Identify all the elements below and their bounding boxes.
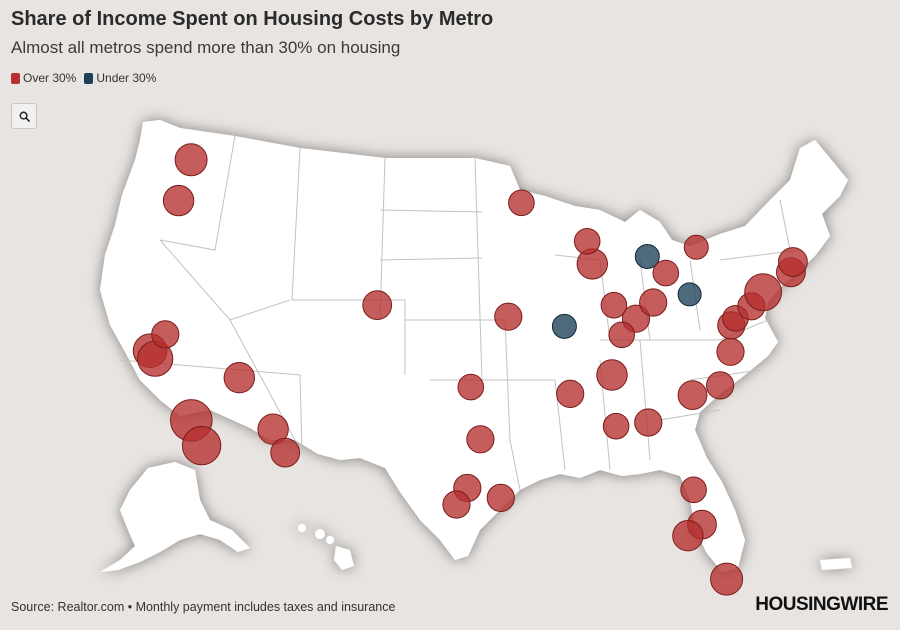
housingwire-logo[interactable]: HOUSINGWIRE — [755, 594, 888, 615]
metro-bubble-over[interactable] — [486, 483, 515, 512]
metro-bubble-over[interactable] — [677, 380, 708, 411]
legend-label-over: Over 30% — [23, 71, 77, 85]
metro-bubble-over[interactable] — [639, 288, 668, 317]
zoom-button[interactable] — [11, 103, 37, 129]
metro-bubble-over[interactable] — [634, 408, 663, 437]
metro-bubble-over[interactable] — [151, 320, 180, 349]
metro-bubble-over[interactable] — [683, 234, 709, 260]
metro-bubble-over[interactable] — [680, 476, 707, 504]
metro-bubble-over[interactable] — [556, 379, 585, 408]
alaska-shape — [100, 462, 250, 572]
legend-label-under: Under 30% — [96, 71, 157, 85]
metro-bubble-under[interactable] — [677, 282, 702, 307]
legend-swatch-over — [11, 72, 20, 84]
metro-bubble-over[interactable] — [362, 290, 393, 321]
metro-bubble-over[interactable] — [466, 425, 495, 454]
legend-item-under[interactable]: Under 30% — [84, 71, 156, 85]
metro-bubble-over[interactable] — [602, 412, 630, 440]
metro-bubble-over[interactable] — [672, 520, 704, 552]
metro-bubble-over[interactable] — [600, 291, 628, 319]
legend: Over 30% Under 30% — [11, 71, 156, 85]
metro-bubble-over[interactable] — [608, 321, 636, 349]
metro-bubble-over[interactable] — [778, 247, 808, 277]
source-note: Source: Realtor.com • Monthly payment in… — [11, 600, 396, 614]
search-icon — [19, 111, 30, 122]
page-subtitle: Almost all metros spend more than 30% on… — [11, 38, 401, 57]
metro-bubble-over[interactable] — [710, 562, 744, 596]
metro-bubble-over[interactable] — [706, 371, 735, 400]
metro-bubble-over[interactable] — [573, 228, 601, 255]
metro-bubble-over[interactable] — [716, 337, 745, 366]
metro-bubble-over[interactable] — [162, 184, 195, 217]
contiguous-us-shape — [100, 120, 848, 572]
hawaii-shape — [298, 524, 354, 570]
metro-bubble-over[interactable] — [181, 425, 222, 466]
metro-bubble-under[interactable] — [551, 313, 577, 339]
metro-bubbles — [132, 143, 808, 596]
metro-bubble-under[interactable] — [634, 244, 660, 269]
metro-bubble-over[interactable] — [494, 302, 523, 331]
metro-bubble-over[interactable] — [744, 273, 782, 312]
legend-item-over[interactable]: Over 30% — [11, 71, 76, 85]
page-title: Share of Income Spent on Housing Costs b… — [11, 8, 494, 30]
metro-bubble-over[interactable] — [442, 490, 471, 519]
metro-bubble-over[interactable] — [508, 189, 535, 217]
metro-bubble-over[interactable] — [174, 143, 208, 177]
legend-swatch-under — [84, 72, 94, 84]
puerto-rico-shape — [820, 558, 852, 570]
metro-bubble-over[interactable] — [596, 359, 628, 391]
metro-bubble-over[interactable] — [457, 373, 485, 401]
metro-bubble-over[interactable] — [270, 437, 301, 468]
metro-bubble-over[interactable] — [652, 259, 680, 287]
metro-bubble-over[interactable] — [223, 362, 256, 394]
land-layer — [100, 120, 852, 572]
